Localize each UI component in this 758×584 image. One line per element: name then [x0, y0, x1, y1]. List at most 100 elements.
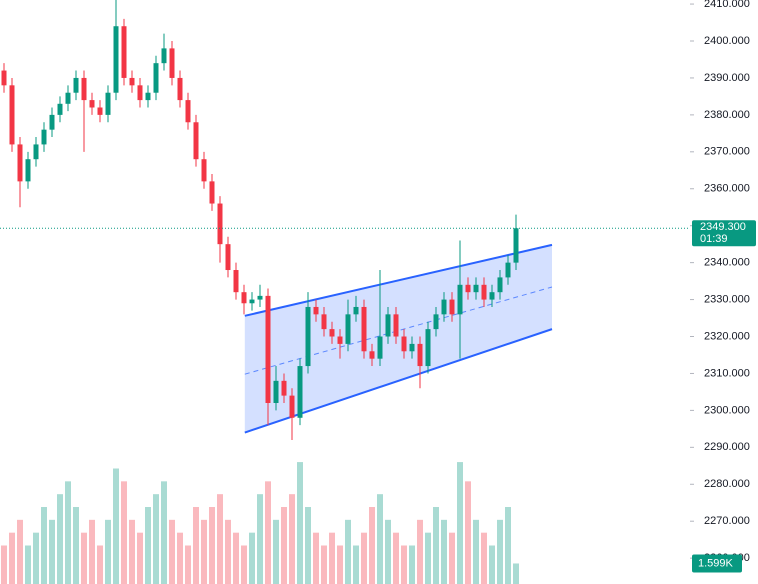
candle-body [441, 299, 447, 315]
candle-body [1, 70, 7, 86]
candle-body [401, 336, 407, 352]
candle-body [249, 299, 255, 304]
candle-body [481, 284, 487, 300]
volume-bar [489, 545, 495, 584]
candle-body [369, 351, 375, 359]
candle-body [313, 306, 319, 315]
candle-body [321, 314, 327, 330]
candle-body [377, 336, 383, 359]
volume-bar [65, 481, 71, 584]
candle-body [201, 159, 207, 182]
volume-bar [129, 519, 135, 584]
y-tick-label: 2330.000 [704, 293, 750, 305]
volume-bar [105, 519, 111, 584]
volume-bar [409, 545, 415, 584]
candle-body [385, 314, 391, 337]
price-tag-label: 2349.300 [700, 221, 746, 233]
volume-bar [361, 532, 367, 584]
volume-bar [505, 507, 511, 584]
volume-bar [329, 532, 335, 584]
candle-body [241, 292, 247, 304]
candle-body [177, 77, 183, 101]
candle-body [457, 284, 463, 315]
candle-body [225, 244, 231, 271]
candle-body [393, 314, 399, 337]
volume-bar [481, 532, 487, 584]
candle-body [129, 77, 135, 86]
candle-body [497, 277, 503, 293]
volume-bar [81, 532, 87, 584]
volume-bar [185, 545, 191, 584]
candle-body [65, 92, 71, 104]
volume-bar [177, 532, 183, 584]
volume-bar [321, 545, 327, 584]
candle-body [305, 306, 311, 367]
candle-body [473, 284, 479, 293]
candle-body [193, 122, 199, 160]
price-tag [692, 220, 756, 247]
candle-body [433, 314, 439, 330]
volume-bar [169, 519, 175, 584]
candle-body [105, 92, 111, 115]
volume-bar [57, 494, 63, 584]
volume-bar [473, 519, 479, 584]
volume-bar [417, 519, 423, 584]
volume-bar [305, 507, 311, 584]
y-tick-label: 2290.000 [704, 441, 750, 453]
volume-bar [113, 468, 119, 584]
volume-bar [313, 532, 319, 584]
volume-bar [297, 462, 303, 584]
volume-tag [692, 554, 742, 573]
volume-bar [449, 532, 455, 584]
volume-bar [433, 507, 439, 584]
volume-bar [201, 519, 207, 584]
volume-bar [265, 481, 271, 584]
candle-body [161, 48, 167, 64]
candle-body [209, 181, 215, 204]
candle-body [361, 306, 367, 352]
candle-body [289, 395, 295, 418]
candle-body [17, 144, 23, 182]
volume-bar [273, 519, 279, 584]
y-tick-label: 2400.000 [704, 35, 750, 47]
volume-bar [457, 462, 463, 584]
candle-body [49, 114, 55, 130]
channel-line [244, 243, 553, 317]
candle-body [9, 85, 15, 145]
volume-bar [25, 545, 31, 584]
volume-bar [41, 507, 47, 584]
volume-bar [145, 507, 151, 584]
y-tick-label: 2280.000 [704, 478, 750, 490]
candle-body [329, 329, 335, 337]
volume-bar [1, 545, 7, 584]
volume-bar [385, 519, 391, 584]
candle-body [185, 100, 191, 123]
candle-body [337, 336, 343, 344]
y-tick-label: 2270.000 [704, 515, 750, 527]
candle-body [153, 63, 159, 93]
candle-body [489, 292, 495, 300]
candle-body [169, 48, 175, 78]
candle-body [217, 203, 223, 245]
countdown: 01:39 [700, 233, 728, 245]
volume-bar [161, 481, 167, 584]
candle-body [513, 228, 519, 263]
volume-bar [281, 507, 287, 584]
volume-bar [137, 532, 143, 584]
volume-bar [345, 519, 351, 584]
candle-body [97, 107, 103, 115]
candle-body [113, 26, 119, 93]
volume-bar [233, 532, 239, 584]
channel-line [244, 328, 553, 434]
candle-body [297, 366, 303, 418]
candle-body [41, 129, 47, 145]
candle-body [409, 343, 415, 352]
candle-body [145, 92, 151, 101]
candle-body [33, 144, 39, 160]
volume-bar [441, 519, 447, 584]
volume-tag-label: 1.599K [698, 557, 734, 569]
candle-body [73, 77, 79, 93]
candle-body [425, 329, 431, 367]
